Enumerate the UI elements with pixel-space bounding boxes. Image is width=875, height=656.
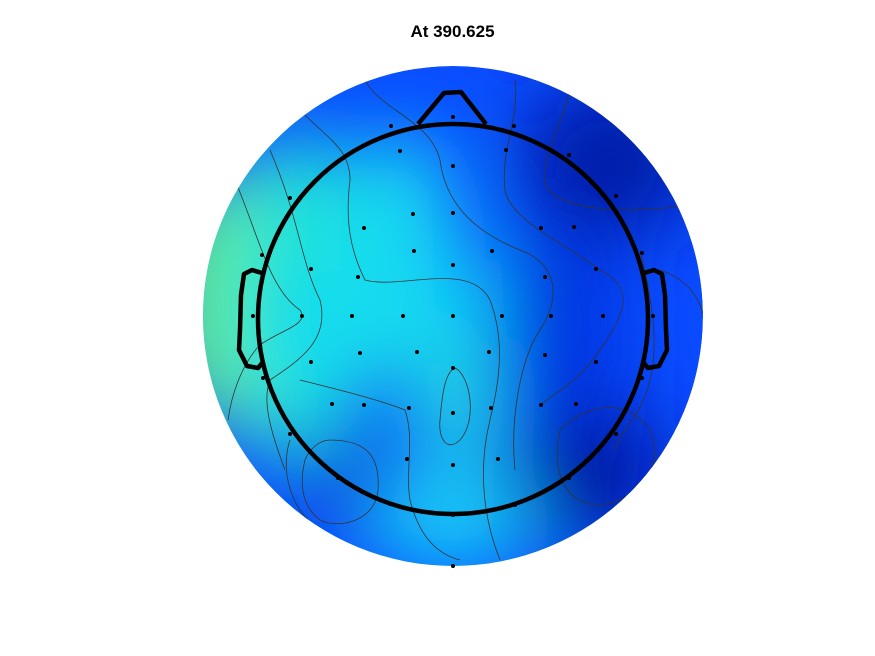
- electrode-dot-icon: [411, 212, 415, 216]
- electrode-dot-icon: [300, 314, 304, 318]
- electrode-dot-icon: [451, 263, 455, 267]
- electrode-dot-icon: [567, 476, 571, 480]
- electrode-dot-icon: [539, 403, 543, 407]
- electrode-dot-icon: [412, 249, 416, 253]
- electrode-dot-icon: [543, 353, 547, 357]
- electrode-dot-icon: [651, 314, 655, 318]
- electrode-dot-icon: [500, 314, 504, 318]
- electrode-dot-icon: [451, 564, 455, 568]
- electrode-dot-icon: [398, 149, 402, 153]
- electrode-dot-icon: [543, 275, 547, 279]
- electrode-dot-icon: [549, 314, 553, 318]
- electrode-dot-icon: [288, 432, 292, 436]
- electrode-dot-icon: [451, 164, 455, 168]
- electrode-dot-icon: [567, 153, 571, 157]
- electrode-dot-icon: [614, 432, 618, 436]
- electrode-dot-icon: [362, 403, 366, 407]
- electrode-dot-icon: [451, 115, 455, 119]
- contour-lines: [227, 79, 703, 566]
- electrode-dot-icon: [614, 194, 618, 198]
- electrode-dot-icon: [539, 226, 543, 230]
- electrode-dot-icon: [451, 314, 455, 318]
- electrode-dot-icon: [451, 513, 455, 517]
- electrode-dot-icon: [261, 376, 265, 380]
- electrode-dot-icon: [513, 503, 517, 507]
- electrode-dot-icon: [251, 314, 255, 318]
- electrode-dot-icon: [504, 148, 508, 152]
- electrode-dot-icon: [288, 196, 292, 200]
- nose-icon: [416, 89, 488, 126]
- electrode-dot-icon: [451, 411, 455, 415]
- electrode-dot-icon: [451, 366, 455, 370]
- electrode-dot-icon: [594, 267, 598, 271]
- electrode-dot-icon: [640, 376, 644, 380]
- electrode-dot-icon: [309, 360, 313, 364]
- electrode-dot-icon: [451, 463, 455, 467]
- electrode-dot-icon: [601, 314, 605, 318]
- electrode-dot-icon: [358, 351, 362, 355]
- electrode-markers: [251, 115, 655, 568]
- electrode-dot-icon: [260, 253, 264, 257]
- electrode-dot-icon: [356, 275, 360, 279]
- electrode-dot-icon: [640, 251, 644, 255]
- electrode-dot-icon: [405, 457, 409, 461]
- electrode-dot-icon: [451, 211, 455, 215]
- plot-title: At 390.625: [410, 22, 495, 41]
- electrode-dot-icon: [487, 350, 491, 354]
- electrode-dot-icon: [490, 249, 494, 253]
- electrode-dot-icon: [496, 457, 500, 461]
- electrode-dot-icon: [330, 402, 334, 406]
- electrode-dot-icon: [401, 314, 405, 318]
- electrode-dot-icon: [574, 402, 578, 406]
- electrode-dot-icon: [336, 476, 340, 480]
- left-ear-icon: [236, 267, 265, 371]
- electrode-dot-icon: [388, 502, 392, 506]
- electrode-dot-icon: [389, 124, 393, 128]
- right-ear-icon: [641, 267, 670, 371]
- electrode-dot-icon: [407, 406, 411, 410]
- electrode-dot-icon: [309, 267, 313, 271]
- electrode-dot-icon: [415, 350, 419, 354]
- electrode-dot-icon: [572, 225, 576, 229]
- electrode-dot-icon: [594, 360, 598, 364]
- electrode-dot-icon: [512, 124, 516, 128]
- electrode-dot-icon: [489, 406, 493, 410]
- electrode-dot-icon: [362, 226, 366, 230]
- electrode-dot-icon: [350, 314, 354, 318]
